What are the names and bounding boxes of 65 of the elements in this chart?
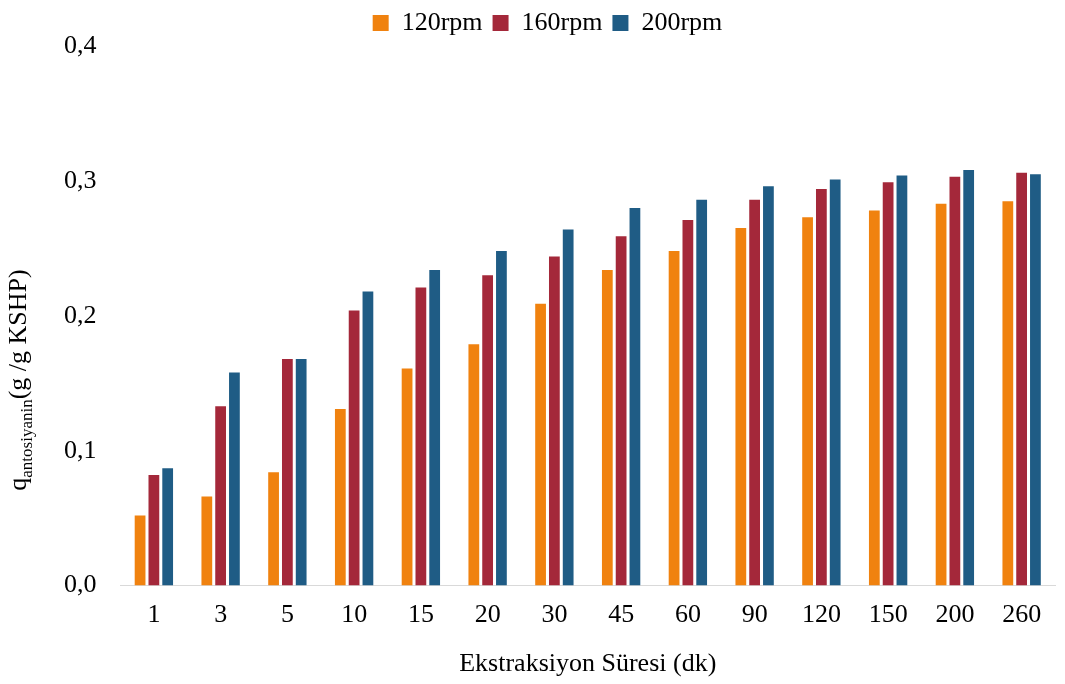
bar [601,269,613,586]
bar [963,170,975,586]
bar [802,217,813,586]
bar [148,474,160,586]
x-tick-label: 5 [280,599,294,629]
bar [282,358,293,586]
bar [468,344,480,586]
bar [1016,172,1028,586]
x-tick-label: 15 [407,599,434,629]
bar [162,468,174,586]
legend-label: 200rpm [641,6,723,36]
bar [549,256,560,586]
bar [882,182,894,586]
legend-label: 160rpm [521,6,603,36]
x-tick-label: 120 [801,599,841,629]
bar [348,310,360,586]
bar [763,186,774,586]
bar [816,188,827,586]
x-tick-label: 10 [341,599,368,629]
legend-label: 120rpm [401,6,483,36]
x-tick-label: 60 [674,599,701,629]
bar [629,207,641,586]
y-tick-label: 0,3 [64,164,97,194]
bar [415,287,427,586]
bar [562,229,574,586]
bar [482,275,494,586]
y-tick-label: 0,4 [64,29,97,59]
x-tick-label: 90 [741,599,768,629]
x-tick-label: 1 [147,599,161,629]
x-tick-label: 260 [1002,599,1042,629]
y-tick-label: 0,1 [64,434,97,464]
x-tick-label: 3 [214,599,228,629]
bar [735,228,747,586]
bar [496,251,507,586]
x-tick-label: 20 [474,599,501,629]
bar [668,251,680,586]
bar [215,406,227,586]
bar [749,199,761,586]
bar [429,269,441,586]
y-tick-label: 0,2 [64,299,97,329]
bar [535,303,546,586]
bar [682,220,694,586]
x-tick-label: 45 [608,599,635,629]
bar [935,203,947,586]
bar [829,179,841,586]
bar [896,175,908,586]
bar [268,472,279,586]
bar [229,372,240,586]
bar [295,358,307,586]
bar [1030,174,1041,586]
bar [868,210,880,586]
bar [949,176,961,586]
bar [334,408,346,586]
bar [134,515,146,586]
x-tick-label: 150 [868,599,908,629]
bar [696,199,708,586]
bar [362,291,374,586]
bar [1002,201,1014,586]
x-axis-title: Ekstraksiyon Süresi (dk) [459,648,717,678]
bar [615,236,627,586]
y-tick-label: 0,0 [64,569,97,599]
x-tick-label: 30 [541,599,568,629]
x-tick-label: 200 [935,599,975,629]
bar [401,368,413,586]
bar [201,496,213,586]
